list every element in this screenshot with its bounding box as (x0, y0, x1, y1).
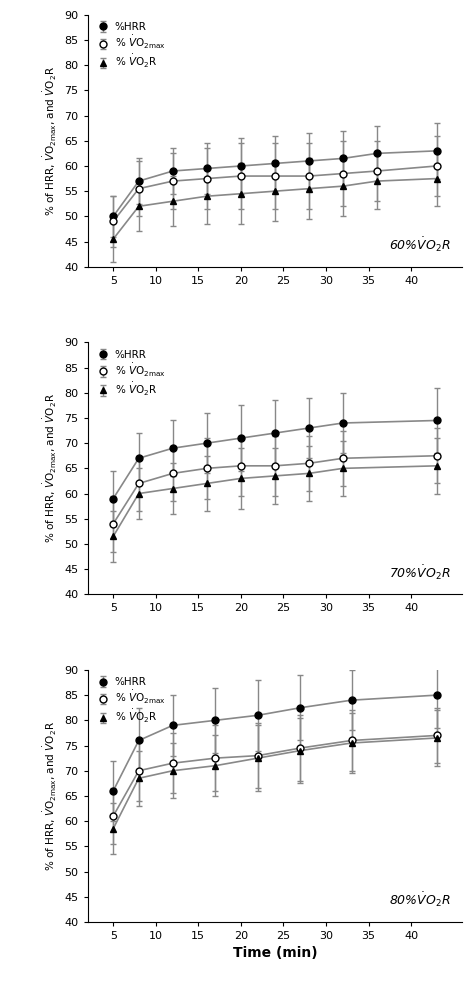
Y-axis label: % of HRR, $\dot{V}$O$_{2\mathrm{max}}$, and $\dot{V}$O$_2$R: % of HRR, $\dot{V}$O$_{2\mathrm{max}}$, … (42, 721, 59, 871)
Y-axis label: % of HRR, $\dot{V}$O$_{2\mathrm{max}}$, and $\dot{V}$O$_2$R: % of HRR, $\dot{V}$O$_{2\mathrm{max}}$, … (42, 66, 59, 216)
Text: 60%$\dot{V}$O$_2$R: 60%$\dot{V}$O$_2$R (389, 236, 451, 254)
Y-axis label: % of HRR, $\dot{V}$O$_{2\mathrm{max}}$, and $\dot{V}$O$_2$R: % of HRR, $\dot{V}$O$_{2\mathrm{max}}$, … (42, 393, 59, 543)
Legend: %HRR, % $\dot{V}$O$_{2\mathrm{max}}$, % $\dot{V}$O$_2$R: %HRR, % $\dot{V}$O$_{2\mathrm{max}}$, % … (93, 348, 168, 400)
Text: 70%$\dot{V}$O$_2$R: 70%$\dot{V}$O$_2$R (389, 563, 451, 582)
Legend: %HRR, % $\dot{V}$O$_{2\mathrm{max}}$, % $\dot{V}$O$_2$R: %HRR, % $\dot{V}$O$_{2\mathrm{max}}$, % … (93, 675, 168, 728)
Legend: %HRR, % $\dot{V}$O$_{2\mathrm{max}}$, % $\dot{V}$O$_2$R: %HRR, % $\dot{V}$O$_{2\mathrm{max}}$, % … (93, 20, 168, 72)
X-axis label: Time (min): Time (min) (233, 947, 317, 960)
Text: 80%$\dot{V}$O$_2$R: 80%$\dot{V}$O$_2$R (389, 890, 451, 909)
